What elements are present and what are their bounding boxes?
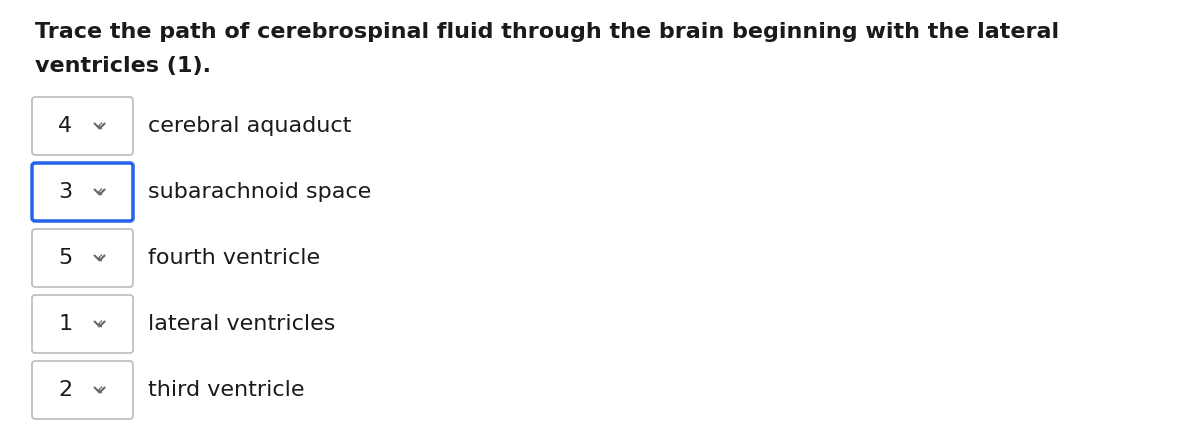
- Text: subarachnoid space: subarachnoid space: [148, 182, 371, 202]
- Text: 5: 5: [59, 248, 72, 268]
- Text: third ventricle: third ventricle: [148, 380, 305, 400]
- Text: ‹: ‹: [96, 117, 103, 135]
- Text: ‹: ‹: [96, 183, 103, 201]
- Text: 1: 1: [59, 314, 72, 334]
- Text: ‹: ‹: [96, 315, 103, 333]
- Text: Trace the path of cerebrospinal fluid through the brain beginning with the later: Trace the path of cerebrospinal fluid th…: [35, 22, 1060, 42]
- Text: fourth ventricle: fourth ventricle: [148, 248, 320, 268]
- FancyBboxPatch shape: [32, 97, 133, 155]
- Text: cerebral aquaduct: cerebral aquaduct: [148, 116, 352, 136]
- Text: ventricles (1).: ventricles (1).: [35, 56, 211, 76]
- FancyBboxPatch shape: [32, 163, 133, 221]
- Text: 2: 2: [59, 380, 72, 400]
- FancyBboxPatch shape: [32, 361, 133, 419]
- Text: ‹: ‹: [96, 249, 103, 267]
- Text: ‹: ‹: [96, 381, 103, 399]
- Text: lateral ventricles: lateral ventricles: [148, 314, 335, 334]
- FancyBboxPatch shape: [32, 295, 133, 353]
- Text: 4: 4: [59, 116, 72, 136]
- Text: 3: 3: [59, 182, 72, 202]
- FancyBboxPatch shape: [32, 229, 133, 287]
